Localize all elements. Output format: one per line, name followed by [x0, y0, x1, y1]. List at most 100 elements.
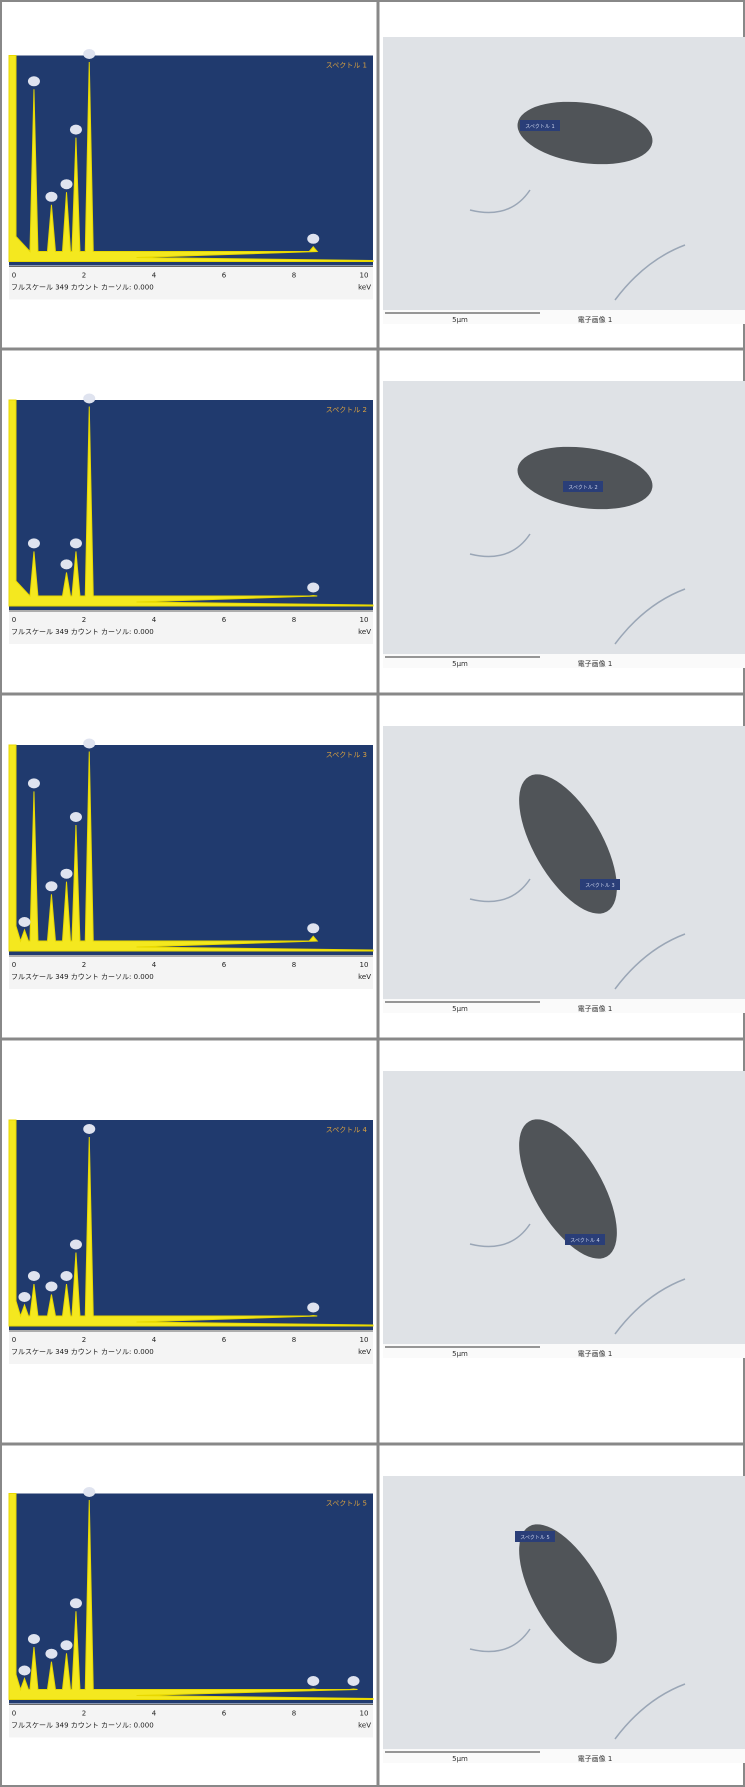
image-caption: 電子画像 1: [578, 659, 613, 668]
x-tick-label: 6: [222, 616, 227, 624]
peak-marker: [60, 559, 73, 570]
x-unit: keV: [358, 973, 371, 981]
spectrum-background: [9, 745, 373, 955]
scale-strip: [383, 999, 745, 1013]
x-tick-label: 0: [12, 961, 16, 969]
x-tick-label: 0: [12, 272, 16, 280]
x-tick-label: 2: [82, 616, 86, 624]
scale-strip: [383, 1344, 745, 1358]
image-background: [383, 381, 745, 654]
peak-marker: [27, 538, 40, 549]
spectrum-background: [9, 55, 373, 266]
x-tick-label: 0: [12, 616, 16, 624]
x-tick-label: 6: [222, 1710, 227, 1718]
peak-marker: [27, 1634, 40, 1644]
label-box: [565, 1234, 605, 1245]
peak-marker: [45, 1648, 58, 1659]
peak-marker: [45, 1281, 58, 1292]
x-tick-label: 10: [360, 961, 369, 969]
x-tick-label: 4: [152, 1336, 157, 1344]
spectrum-trace: [8, 55, 374, 262]
scratch: [469, 189, 686, 301]
peak-marker: [347, 1676, 360, 1686]
x-tick-label: 6: [222, 1336, 227, 1344]
x-tick-label: 10: [360, 272, 369, 280]
peak-marker: [83, 738, 96, 749]
image-background: [383, 37, 745, 310]
spectrum-background: [9, 1120, 373, 1330]
spectrum-background: [9, 400, 373, 610]
x-tick-label: 8: [292, 616, 296, 624]
x-unit: keV: [358, 284, 371, 292]
spectrum-label: スペクトル 3: [326, 751, 367, 759]
peak-marker: [83, 1487, 96, 1497]
x-tick-label: 8: [292, 272, 296, 280]
scratch: [469, 878, 686, 990]
image-label: スペクトル 1: [525, 124, 554, 130]
spectrum-label: スペクトル 1: [326, 62, 367, 70]
peak-marker: [18, 1292, 31, 1302]
scale-label: 5µm: [452, 660, 468, 668]
sem-image: スペクトル 2 5µm 電子画像 1: [383, 381, 745, 668]
scale-label: 5µm: [452, 1755, 468, 1763]
x-unit: keV: [358, 1722, 371, 1730]
peak-marker: [307, 1676, 320, 1686]
image-label: スペクトル 4: [570, 1238, 599, 1244]
peak-marker: [69, 1239, 82, 1250]
scale-label: 5µm: [452, 1350, 468, 1358]
spectrum-footer: フルスケール 349 カウント カーソル: 0.000: [11, 1348, 154, 1356]
scale-label: 5µm: [452, 1005, 468, 1013]
spectrum-footer: フルスケール 349 カウント カーソル: 0.000: [11, 973, 154, 981]
x-tick-label: 4: [152, 961, 157, 969]
spectrum-footer: フルスケール 349 カウント カーソル: 0.000: [11, 1722, 154, 1730]
peak-marker: [307, 582, 320, 593]
spectrum-trace: [8, 1119, 374, 1327]
peak-marker: [83, 1124, 96, 1134]
spectrum-background: [9, 1493, 373, 1704]
image-label: スペクトル 5: [520, 1535, 549, 1541]
particle: [519, 774, 617, 914]
x-tick-label: 8: [292, 1336, 296, 1344]
x-tick-label: 8: [292, 961, 296, 969]
x-tick-label: 8: [292, 1710, 296, 1718]
spectrum-label: スペクトル 5: [326, 1500, 367, 1508]
sem-image: スペクトル 5 5µm 電子画像 1: [383, 1476, 745, 1763]
image-caption: 電子画像 1: [578, 315, 613, 324]
peak-marker: [60, 868, 73, 879]
x-tick-label: 2: [82, 1336, 86, 1344]
scale-strip: [383, 654, 745, 668]
peak-marker: [18, 1665, 31, 1676]
peak-marker: [69, 124, 82, 135]
peak-marker: [60, 1271, 73, 1281]
image-caption: 電子画像 1: [578, 1349, 613, 1358]
spectrum-trace: [8, 399, 374, 607]
x-tick-label: 10: [360, 1710, 369, 1718]
x-unit: keV: [358, 1348, 371, 1356]
particle: [517, 101, 653, 165]
x-tick-label: 0: [12, 1336, 16, 1344]
peak-marker: [83, 49, 96, 59]
spectrum-label: スペクトル 2: [326, 406, 367, 414]
peak-marker: [307, 233, 320, 244]
spectrum: スペクトル 5 0 2 4 6 8 10 keV フルスケール 349 カウント カーソル: 0…: [8, 1487, 374, 1738]
spectrum: スペクトル 2 0 2 4 6 8 10 keV フルスケール 349 カウント カーソル: 0…: [8, 393, 374, 644]
spectrum-footer: フルスケール 349 カウント カーソル: 0.000: [11, 628, 154, 636]
spectrum-trace: [8, 744, 374, 952]
peak-marker: [69, 1598, 82, 1609]
x-tick-label: 4: [152, 616, 157, 624]
x-tick-label: 6: [222, 272, 227, 280]
x-tick-label: 4: [152, 1710, 157, 1718]
scratch: [469, 533, 686, 645]
peak-marker: [60, 1640, 73, 1651]
label-box: [515, 1531, 555, 1542]
peak-marker: [83, 393, 96, 404]
x-tick-label: 0: [12, 1710, 16, 1718]
spectrum: スペクトル 3 0 2 4 6 8 10 keV フルスケール 349 カウント カーソル: 0…: [8, 738, 374, 989]
peak-marker: [45, 191, 58, 202]
spectrum: スペクトル 4 0 2 4 6 8 10 keV フルスケール 349 カウント カーソル: 0…: [8, 1119, 374, 1364]
peak-marker: [27, 1271, 40, 1281]
peak-marker: [69, 538, 82, 549]
peak-marker: [18, 917, 31, 927]
image-caption: 電子画像 1: [578, 1754, 613, 1763]
peak-marker: [307, 1302, 320, 1313]
